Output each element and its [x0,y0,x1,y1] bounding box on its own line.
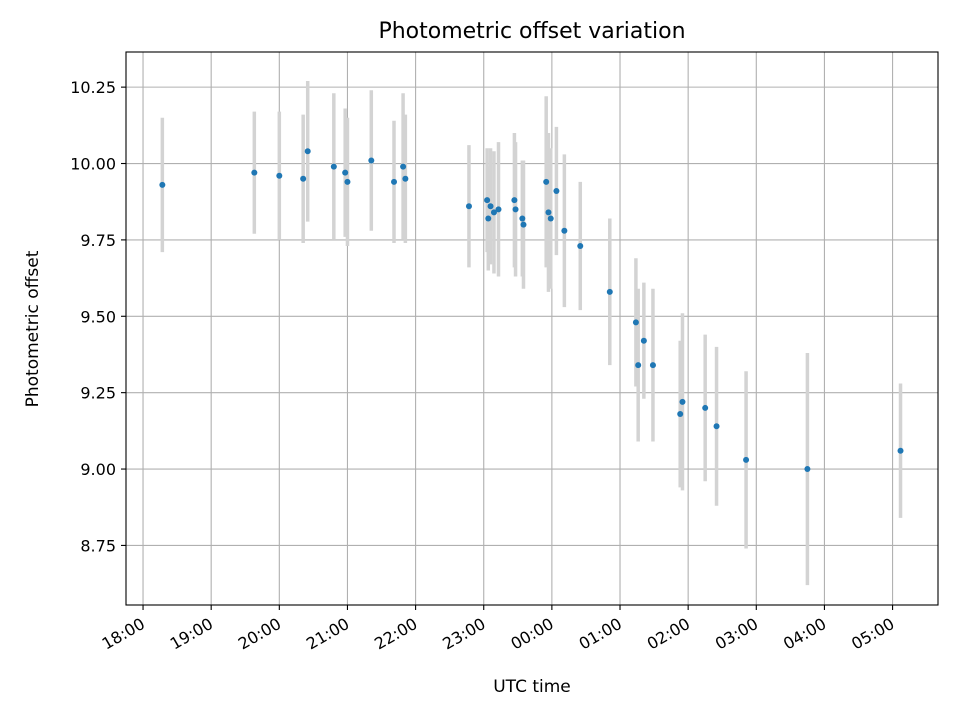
data-point [553,188,560,195]
data-point [545,209,552,216]
data-point [519,215,526,222]
x-axis-label: UTC time [493,677,571,697]
data-point [402,175,409,182]
data-point [677,411,684,418]
data-point [743,456,750,463]
y-axis-label: Photometric offset [23,250,43,407]
data-point [490,209,497,216]
y-axis-ticks: 8.75 9.00 9.25 9.50 9.75 10.00 10.25 [70,78,126,555]
y-tick-label: 9.50 [80,307,116,326]
data-point [485,215,492,222]
data-point [159,181,166,188]
data-point [679,398,686,405]
data-point [330,163,337,170]
data-point [632,319,639,326]
data-point [251,169,258,176]
y-tick-label: 8.75 [80,536,116,555]
data-point [342,169,349,176]
data-point [702,404,709,411]
data-point [344,178,351,185]
data-point [391,178,398,185]
y-tick-label: 9.75 [80,231,116,250]
plot-frame [125,51,939,606]
data-point [304,148,311,155]
data-point [512,206,519,213]
data-point [561,227,568,234]
data-point [400,163,407,170]
data-point [484,197,491,204]
data-point [547,215,554,222]
data-point [543,178,550,185]
data-point [300,175,307,182]
data-point [606,288,613,295]
data-point [465,203,472,210]
y-tick-label: 9.25 [80,384,116,403]
data-point [804,466,811,473]
data-point [495,206,502,213]
y-tick-label: 10.25 [70,78,116,97]
grid-lines [126,52,938,605]
data-point [897,447,904,454]
y-tick-label: 9.00 [80,460,116,479]
y-tick-label: 10.00 [70,155,116,174]
data-point [577,243,584,250]
data-point [640,337,647,344]
data-point [520,221,527,228]
data-point [649,362,656,369]
data-point [276,172,283,179]
chart-title: Photometric offset variation [378,19,685,44]
data-point [368,157,375,164]
data-point [487,203,494,210]
data-points [159,148,904,473]
data-point [713,423,720,430]
data-point [511,197,518,204]
data-point [635,362,642,369]
